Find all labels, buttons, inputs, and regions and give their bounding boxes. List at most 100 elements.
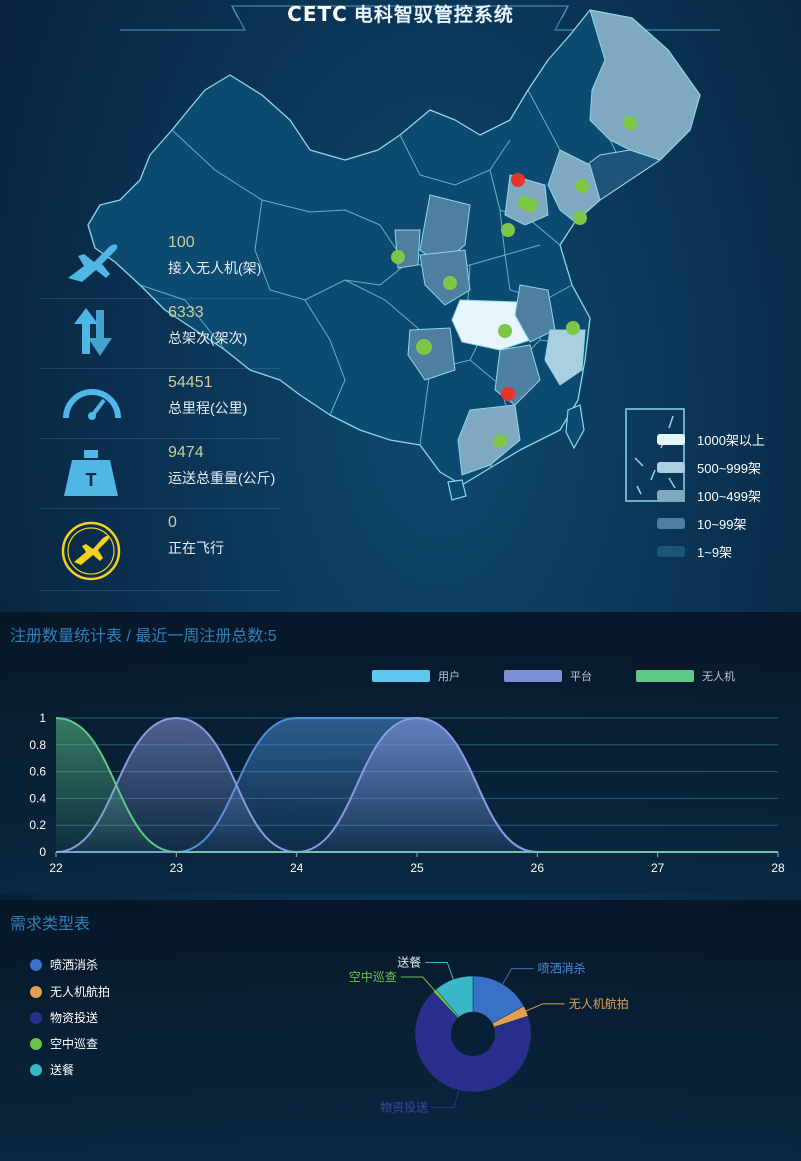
marker-green[interactable] bbox=[575, 179, 589, 193]
app-title-text: 电科智驭管控系统 bbox=[353, 5, 514, 26]
legend-dot bbox=[30, 1012, 42, 1024]
x-tick-label: 28 bbox=[771, 861, 785, 875]
pie-slice[interactable] bbox=[414, 991, 532, 1093]
y-tick-label: 0.8 bbox=[29, 738, 46, 752]
stat-drones: 100 接入无人机(架) bbox=[40, 228, 280, 299]
cetc-logo: CETC bbox=[287, 2, 348, 26]
legend-label: 物资投送 bbox=[50, 1011, 99, 1025]
panel-title: 注册数量统计表 / 最近一周注册总数:5 bbox=[10, 628, 277, 645]
callout-line bbox=[502, 968, 534, 985]
legend-label: 用户 bbox=[438, 671, 460, 683]
pie-slice[interactable] bbox=[435, 975, 474, 1018]
legend-swatch bbox=[657, 462, 685, 473]
x-tick-label: 25 bbox=[410, 861, 424, 875]
svg-text:T: T bbox=[86, 470, 97, 490]
callout-label: 无人机航拍 bbox=[569, 996, 629, 1011]
series-area bbox=[56, 718, 778, 852]
x-tick-label: 22 bbox=[49, 861, 63, 875]
marker-red[interactable] bbox=[501, 387, 515, 401]
legend-swatch bbox=[657, 490, 685, 501]
series-area bbox=[56, 718, 778, 852]
stat-value: 54451 bbox=[168, 374, 213, 391]
registration-area-chart[interactable]: 0 0.2 0.4 0.6 0.8 1 22 23 24 25 26 27 28 bbox=[0, 702, 801, 887]
stat-sorties: 6333 总架次(架次) bbox=[40, 298, 280, 369]
marker-green[interactable] bbox=[623, 116, 637, 130]
map-markers bbox=[391, 116, 637, 448]
legend-dot bbox=[30, 959, 42, 971]
marker-green[interactable] bbox=[566, 321, 580, 335]
marker-green[interactable] bbox=[416, 339, 432, 355]
y-tick-label: 0.6 bbox=[29, 765, 46, 779]
legend-label: 送餐 bbox=[50, 1063, 75, 1077]
legend-swatch bbox=[504, 670, 562, 682]
x-tick-label: 26 bbox=[531, 861, 545, 875]
callout-label: 送餐 bbox=[397, 954, 421, 969]
stat-mileage: 54451 总里程(公里) bbox=[40, 368, 280, 439]
y-tick-label: 1 bbox=[39, 711, 46, 725]
legend-dot bbox=[30, 1064, 42, 1076]
callout-line bbox=[425, 961, 454, 980]
legend-label: 500~999架 bbox=[697, 461, 761, 476]
speedometer-icon bbox=[63, 389, 121, 420]
marker-green[interactable] bbox=[573, 211, 587, 225]
stat-value: 100 bbox=[168, 234, 195, 251]
legend-swatch bbox=[657, 434, 685, 445]
stat-value: 6333 bbox=[168, 304, 204, 321]
marker-green[interactable] bbox=[501, 223, 515, 237]
legend-dot bbox=[30, 1038, 42, 1050]
request-type-panel: 需求类型表 喷洒消杀 无人机航拍 物资投送 空中巡查 送餐 喷洒消杀无人机航拍物… bbox=[0, 900, 801, 1161]
flying-drone-icon bbox=[61, 521, 121, 581]
callout-line bbox=[400, 976, 436, 991]
legend-swatch bbox=[636, 670, 694, 682]
transfer-arrows-icon bbox=[74, 308, 112, 356]
map-legend: 1000架以上 500~999架 100~499架 10~99架 1~9架 bbox=[625, 408, 800, 568]
legend-label: 1000架以上 bbox=[697, 433, 765, 448]
marker-green[interactable] bbox=[498, 324, 512, 338]
marker-green[interactable] bbox=[443, 276, 457, 290]
x-tick-label: 24 bbox=[290, 861, 304, 875]
marker-red[interactable] bbox=[511, 173, 525, 187]
legend-label: 10~99架 bbox=[697, 517, 747, 532]
stat-label: 接入无人机(架) bbox=[168, 260, 262, 276]
legend-label: 无人机航拍 bbox=[50, 985, 111, 999]
panel-title: 需求类型表 bbox=[10, 916, 91, 933]
stat-label: 总架次(架次) bbox=[168, 330, 248, 346]
stat-value: 0 bbox=[168, 514, 177, 531]
stat-value: 9474 bbox=[168, 444, 204, 461]
marker-green[interactable] bbox=[493, 434, 507, 448]
legend-swatch bbox=[657, 518, 685, 529]
stat-label: 正在飞行 bbox=[168, 540, 224, 556]
legend-label: 空中巡查 bbox=[50, 1037, 99, 1051]
region-fills bbox=[394, 9, 701, 476]
y-tick-label: 0 bbox=[39, 845, 46, 859]
stat-label: 总里程(公里) bbox=[168, 400, 248, 416]
y-tick-label: 0.4 bbox=[29, 791, 46, 805]
y-tick-label: 0.2 bbox=[29, 818, 46, 832]
legend-label: 喷洒消杀 bbox=[50, 958, 99, 972]
callout-label: 空中巡查 bbox=[349, 969, 397, 984]
legend-label: 1~9架 bbox=[697, 545, 733, 560]
stat-flying: 0 正在飞行 bbox=[40, 508, 280, 591]
callout-label: 物资投送 bbox=[380, 1100, 428, 1115]
legend-dot bbox=[30, 986, 42, 998]
legend-swatch bbox=[372, 670, 430, 682]
marker-green[interactable] bbox=[391, 250, 405, 264]
weight-icon: T bbox=[64, 450, 118, 496]
legend-label: 100~499架 bbox=[697, 489, 761, 504]
stat-weight: T 9474 运送总重量(公斤) bbox=[40, 438, 280, 509]
callout-label: 喷洒消杀 bbox=[538, 961, 586, 976]
marker-green[interactable] bbox=[523, 198, 537, 212]
callout-line bbox=[432, 1090, 460, 1109]
app-title: CETC 电科智驭管控系统 bbox=[0, 0, 801, 30]
islands bbox=[447, 404, 585, 501]
china-map[interactable] bbox=[0, 0, 801, 610]
registration-chart-panel: 注册数量统计表 / 最近一周注册总数:5 用户 平台 无人机 0 0.2 0.4 0.… bbox=[0, 612, 801, 894]
legend-label: 无人机 bbox=[702, 671, 735, 683]
legend-swatch bbox=[657, 546, 685, 557]
x-tick-label: 23 bbox=[170, 861, 184, 875]
stat-label: 运送总重量(公斤) bbox=[168, 470, 276, 486]
south-sea-inset bbox=[625, 408, 685, 502]
callout-line bbox=[526, 1003, 565, 1012]
